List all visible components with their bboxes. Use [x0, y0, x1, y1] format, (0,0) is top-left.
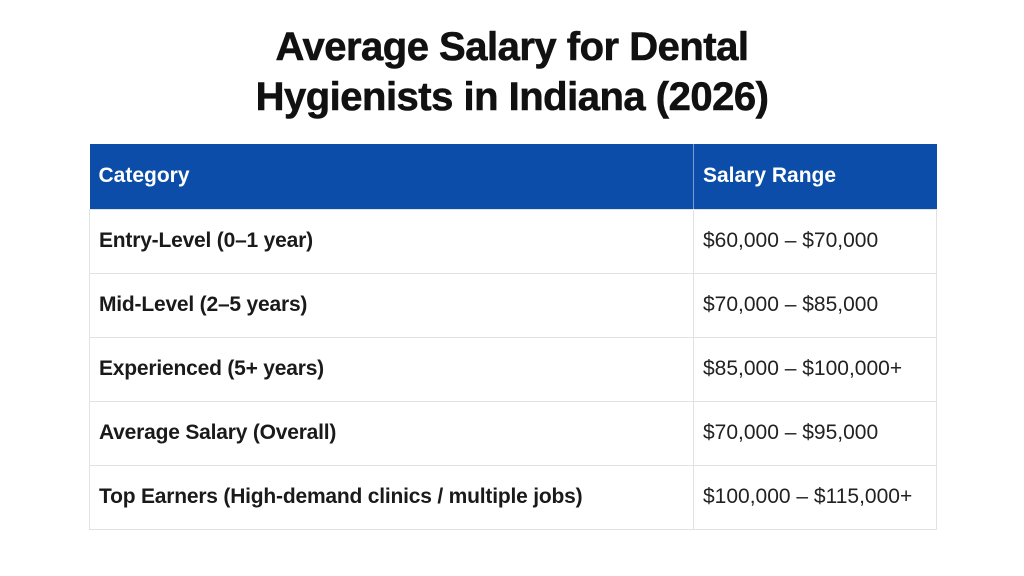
table-row: Entry-Level (0–1 year) $60,000 – $70,000: [89, 208, 937, 274]
table-row: Mid-Level (2–5 years) $70,000 – $85,000: [89, 272, 937, 338]
cell-salary-range: $60,000 – $70,000: [693, 208, 937, 274]
table-row: Average Salary (Overall) $70,000 – $95,0…: [89, 400, 937, 466]
salary-table: Category Salary Range Entry-Level (0–1 y…: [89, 144, 937, 530]
cell-category: Average Salary (Overall): [89, 400, 694, 466]
cell-salary-range: $70,000 – $85,000: [693, 272, 937, 338]
cell-salary-range: $70,000 – $95,000: [693, 400, 937, 466]
table-header-row: Category Salary Range: [89, 144, 937, 209]
column-header-category: Category: [89, 144, 694, 209]
cell-salary-range: $85,000 – $100,000+: [693, 336, 937, 402]
cell-salary-range: $100,000 – $115,000+: [693, 464, 937, 530]
cell-category: Experienced (5+ years): [89, 336, 694, 402]
table-row: Top Earners (High-demand clinics / multi…: [89, 464, 937, 530]
column-header-salary-range: Salary Range: [693, 144, 937, 209]
page-title-line-1: Average Salary for Dental: [275, 25, 749, 70]
cell-category: Entry-Level (0–1 year): [89, 208, 694, 274]
page-title-line-2: Hygienists in Indiana (2026): [255, 75, 769, 120]
page-title: Average Salary for Dental Hygienists in I…: [0, 22, 1024, 122]
cell-category: Mid-Level (2–5 years): [89, 272, 694, 338]
table-row: Experienced (5+ years) $85,000 – $100,00…: [89, 336, 937, 402]
cell-category: Top Earners (High-demand clinics / multi…: [89, 464, 694, 530]
